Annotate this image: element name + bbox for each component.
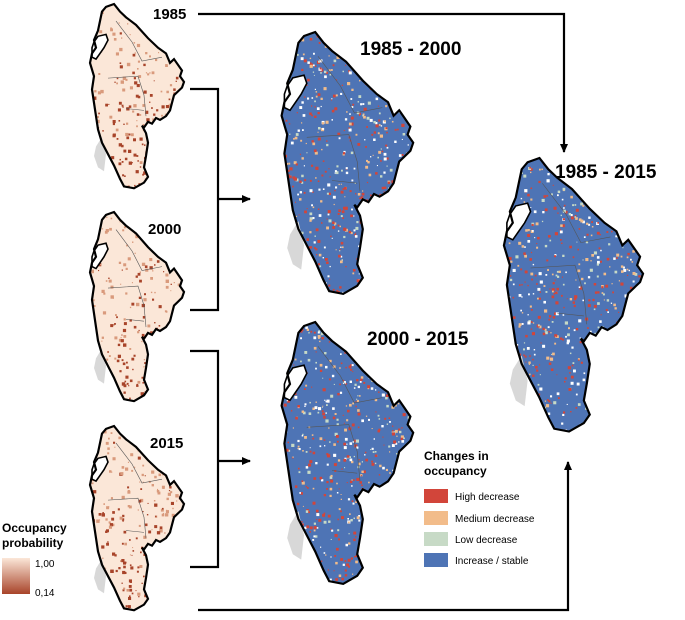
region-outline [88,2,186,190]
label-1985: 1985 [153,6,186,23]
change-legend: Changes in occupancy High decrease Mediu… [424,449,535,567]
occupancy-legend: Occupancy probability 1,00 0,14 [2,521,67,599]
lake [91,33,109,61]
change-legend-title-2: occupancy [424,464,487,478]
map-change-1985-2015 [502,156,645,433]
occupancy-min-label: 0,14 [35,588,55,599]
bracket-2000-2015 [190,349,220,569]
internal-boundaries [107,20,163,117]
flow-connectors [190,12,572,612]
lake [91,455,109,483]
swatch-low-decrease [424,532,448,546]
map-2015 [88,424,186,612]
swatch-increase-stable [424,553,448,567]
region-outline [280,320,415,586]
lake [506,202,532,241]
internal-boundaries [530,183,611,325]
legend-label-increase-stable: Increase / stable [455,556,529,567]
legend-label-high-decrease: High decrease [455,492,520,503]
region-outline [88,210,186,403]
legend-label-low-decrease: Low decrease [455,535,518,546]
map-change-1985-2000 [280,30,415,296]
lake [283,74,308,112]
label-2015: 2015 [150,435,183,452]
title-change-2000-2015: 2000 - 2015 [367,329,469,350]
title-change-1985-2000: 1985 - 2000 [360,39,461,60]
label-2000: 2000 [148,221,181,238]
bracket-1985-2000 [190,87,220,312]
swatch-medium-decrease [424,511,448,525]
internal-boundaries [107,442,163,539]
map-2000 [88,210,186,403]
occupancy-legend-title-2: probability [2,536,64,550]
arrow-1985-to-1985-2015 [198,12,568,153]
legend-label-medium-decrease: Medium decrease [455,514,535,525]
lake [91,242,109,270]
title-change-1985-2015: 1985 - 2015 [555,162,657,183]
occupancy-max-label: 1,00 [35,559,55,570]
arrow-2015-to-1985-2015 [198,461,572,612]
region-outline [502,156,645,433]
change-legend-title-1: Changes in [424,449,489,463]
occupancy-legend-title-1: Occupancy [2,521,67,535]
swatch-high-decrease [424,489,448,503]
region-outline [88,424,186,612]
map-1985 [88,2,186,190]
occupancy-gradient-bar [2,558,30,594]
map-change-2000-2015 [280,320,415,586]
lake [283,364,308,402]
internal-boundaries [107,229,163,328]
region-outline [280,30,415,296]
internal-boundaries [306,346,383,482]
internal-boundaries [306,56,383,192]
